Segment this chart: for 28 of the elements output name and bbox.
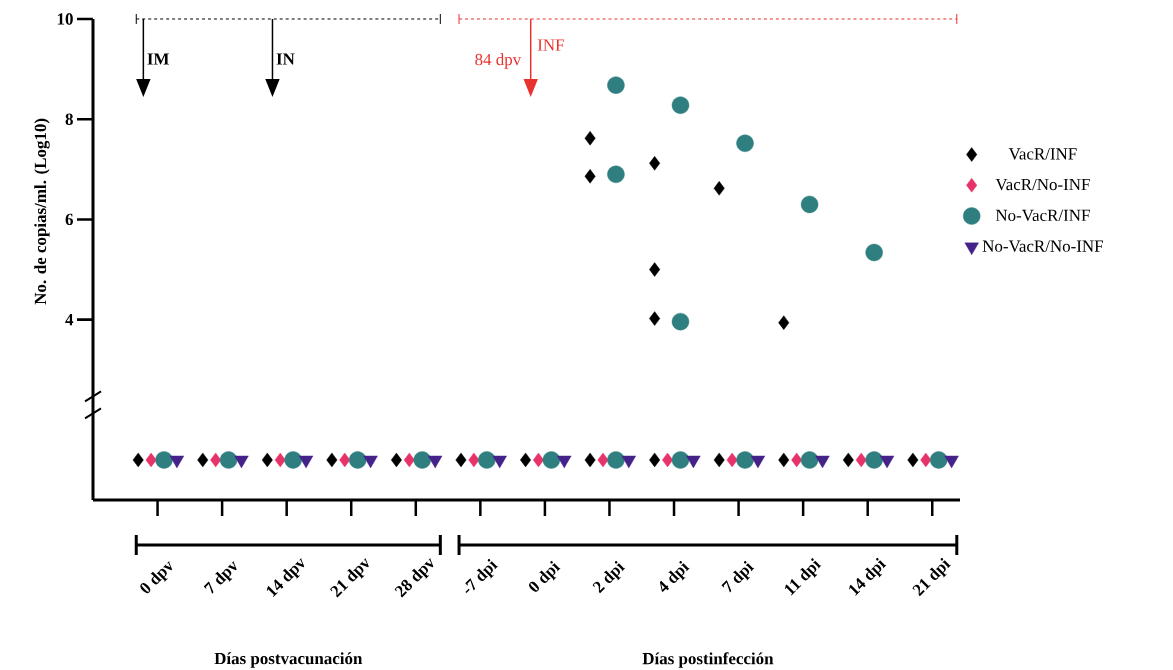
legend-label: No-VacR/No-INF xyxy=(982,240,1103,252)
x-tick-label: 28 dpv xyxy=(394,558,434,598)
x-tick-label: 0 dpv xyxy=(140,561,173,594)
x-tick-label: 21 dpi xyxy=(912,558,951,597)
y-tick-label: 8 xyxy=(65,113,73,125)
y-axis-title: No. de copias/ml. (Log10) xyxy=(34,118,50,305)
text: Días postinfección xyxy=(642,652,774,668)
x-tick-label: 7 dpi xyxy=(721,561,755,593)
x-tick-label: 4 dpi xyxy=(659,561,690,592)
y-tick-label: 10 xyxy=(57,13,73,25)
y-tick-label: 6 xyxy=(65,213,73,226)
annotation: IN xyxy=(276,53,295,65)
x-tick-label: 21 dpv xyxy=(330,558,369,598)
legend-label: VacR/No-INF xyxy=(995,178,1090,191)
x-tick-label: 2 dpi xyxy=(592,561,625,594)
y-tick-label: 4 xyxy=(65,314,74,326)
x-tick-label: 7 dpv xyxy=(203,561,237,594)
x-tick-label: 11 dpi xyxy=(784,558,822,596)
x-tick-label: 14 dpi xyxy=(849,558,887,596)
text: Días postvacunación xyxy=(214,652,363,668)
annotation: 84 dpv xyxy=(475,53,522,69)
annotation: IM xyxy=(147,53,169,65)
x-tick-label: 0 dpi xyxy=(529,561,561,592)
x-tick-label: -7 dpi xyxy=(465,559,498,593)
x-tick-label: 14 dpv xyxy=(266,558,305,598)
annotation: INF xyxy=(537,39,564,51)
legend-label: VacR/INF xyxy=(1008,148,1077,160)
legend-label: No-VacR/INF xyxy=(995,209,1090,222)
